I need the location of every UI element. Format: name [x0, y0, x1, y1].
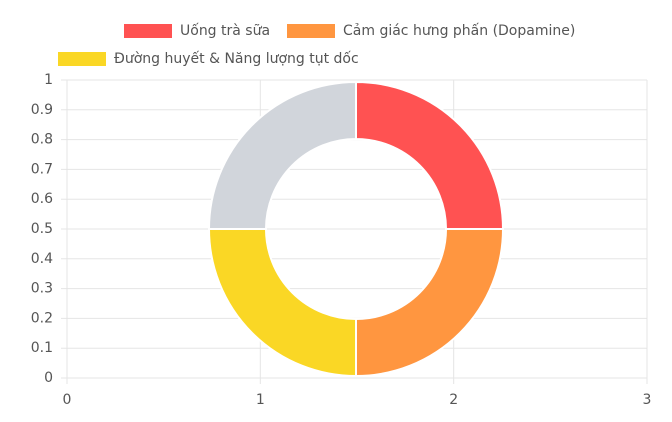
legend-label: Uống trà sữa [180, 22, 270, 39]
legend-label: Cảm giác hưng phấn (Dopamine) [343, 23, 575, 39]
legend-swatch [287, 24, 335, 38]
doughnut-segment [355, 80, 505, 230]
y-tick-label: 0.5 [31, 221, 53, 237]
y-tick-label: 0 [44, 370, 53, 386]
y-tick-label: 0.4 [31, 251, 53, 267]
y-tick-label: 0.2 [31, 310, 53, 326]
y-tick-label: 0.1 [31, 340, 53, 356]
doughnut-segment [355, 228, 505, 378]
x-tick-label: 3 [643, 392, 652, 408]
y-tick-label: 0.3 [31, 281, 53, 297]
x-tick-label: 0 [63, 392, 72, 408]
legend-label: Đường huyết & Năng lượng tụt dốc [114, 50, 359, 67]
legend-swatch [58, 52, 106, 66]
y-tick-label: 0.8 [31, 132, 53, 148]
legend-swatch [124, 24, 172, 38]
y-tick-label: 0.6 [31, 191, 53, 207]
y-tick-label: 0.7 [31, 161, 53, 177]
doughnut-segment [207, 228, 357, 378]
y-tick-label: 0.9 [31, 102, 53, 118]
doughnut-segment [207, 80, 357, 230]
x-tick-label: 2 [449, 392, 458, 408]
x-tick-label: 1 [256, 392, 265, 408]
y-tick-label: 1 [44, 72, 53, 88]
